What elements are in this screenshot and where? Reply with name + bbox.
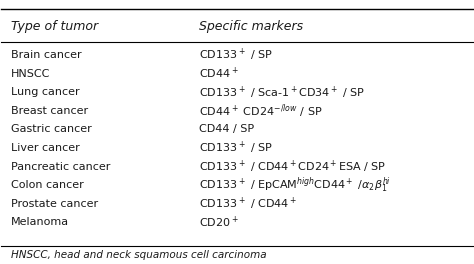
Text: CD133$^+$ / EpCAM$^{high}$CD44$^+$ /$\alpha_2\beta_1^{hi}$: CD133$^+$ / EpCAM$^{high}$CD44$^+$ /$\al…	[199, 175, 392, 195]
Text: CD20$^+$: CD20$^+$	[199, 215, 239, 230]
Text: Pancreatic cancer: Pancreatic cancer	[11, 162, 110, 172]
Text: Gastric cancer: Gastric cancer	[11, 124, 91, 134]
Text: CD44 / SP: CD44 / SP	[199, 124, 255, 134]
Text: Lung cancer: Lung cancer	[11, 87, 80, 97]
Text: Liver cancer: Liver cancer	[11, 143, 80, 153]
Text: Type of tumor: Type of tumor	[11, 20, 98, 33]
Text: CD44$^+$ CD24$^{-/low}$ / SP: CD44$^+$ CD24$^{-/low}$ / SP	[199, 102, 323, 120]
Text: Prostate cancer: Prostate cancer	[11, 199, 98, 209]
Text: Colon cancer: Colon cancer	[11, 180, 83, 190]
Text: HNSCC, head and neck squamous cell carcinoma: HNSCC, head and neck squamous cell carci…	[11, 250, 266, 260]
Text: CD133$^+$ / CD44$^+$CD24$^+$ESA / SP: CD133$^+$ / CD44$^+$CD24$^+$ESA / SP	[199, 158, 386, 175]
Text: Breast cancer: Breast cancer	[11, 106, 88, 116]
Text: Melanoma: Melanoma	[11, 217, 69, 227]
Text: HNSCC: HNSCC	[11, 69, 50, 79]
Text: CD133$^+$ / Sca-1$^+$CD34$^+$ / SP: CD133$^+$ / Sca-1$^+$CD34$^+$ / SP	[199, 84, 365, 101]
Text: Specific markers: Specific markers	[199, 20, 303, 33]
Text: CD44$^+$: CD44$^+$	[199, 66, 239, 82]
Text: Brain cancer: Brain cancer	[11, 50, 82, 60]
Text: CD133$^+$ / CD44$^+$: CD133$^+$ / CD44$^+$	[199, 196, 297, 212]
Text: CD133$^+$ / SP: CD133$^+$ / SP	[199, 140, 273, 156]
Text: CD133$^+$ / SP: CD133$^+$ / SP	[199, 47, 273, 63]
